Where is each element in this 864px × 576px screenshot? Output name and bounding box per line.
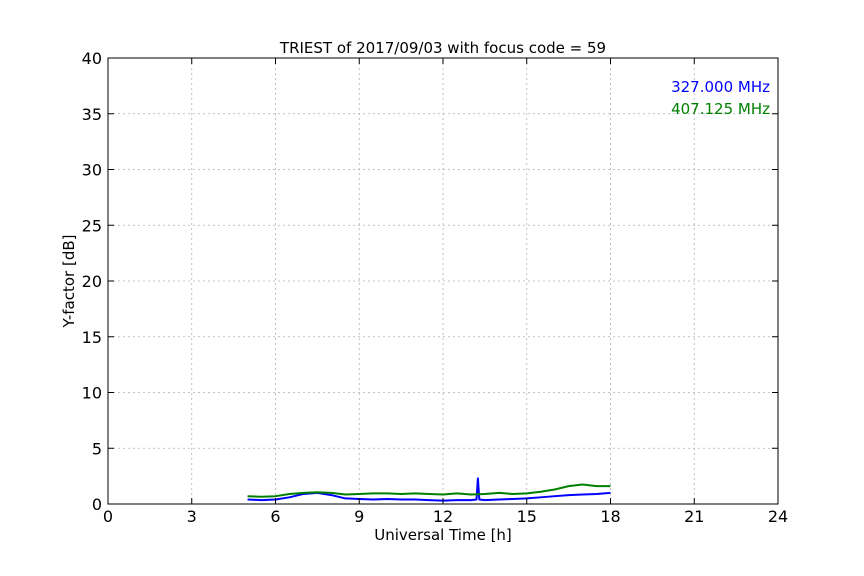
y-tick-label: 30 <box>82 161 102 180</box>
legend: 327.000 MHz 407.125 MHz <box>671 78 770 118</box>
x-tick-label: 0 <box>103 507 113 526</box>
series-layer <box>247 477 611 502</box>
y-tick-label: 5 <box>92 439 102 458</box>
series-line-1 <box>247 483 611 498</box>
x-tick-label: 24 <box>768 507 788 526</box>
y-tick-label: 15 <box>82 328 102 347</box>
x-axis-label: Universal Time [h] <box>374 526 512 544</box>
x-tick-label: 3 <box>187 507 197 526</box>
grid <box>108 58 778 504</box>
y-tick-label: 0 <box>92 495 102 514</box>
ticks <box>107 57 779 505</box>
x-tick-label: 15 <box>517 507 537 526</box>
x-tick-label: 9 <box>354 507 364 526</box>
legend-entry-0: 327.000 MHz <box>671 78 770 96</box>
x-tick-label: 18 <box>600 507 620 526</box>
y-tick-label: 10 <box>82 384 102 403</box>
tick-labels: 0 3 6 9 12 15 18 21 24 0 5 10 15 20 25 30 35 40 <box>82 49 789 526</box>
y-tick-label: 35 <box>82 105 102 124</box>
x-tick-label: 21 <box>684 507 704 526</box>
y-axis-label: Y-factor [dB] <box>60 234 78 328</box>
y-tick-label: 20 <box>82 272 102 291</box>
y-tick-label: 40 <box>82 49 102 68</box>
x-tick-label: 12 <box>433 507 453 526</box>
legend-entry-1: 407.125 MHz <box>671 100 770 118</box>
x-tick-label: 6 <box>270 507 280 526</box>
chart-title: TRIEST of 2017/09/03 with focus code = 5… <box>279 39 606 57</box>
y-tick-label: 25 <box>82 216 102 235</box>
